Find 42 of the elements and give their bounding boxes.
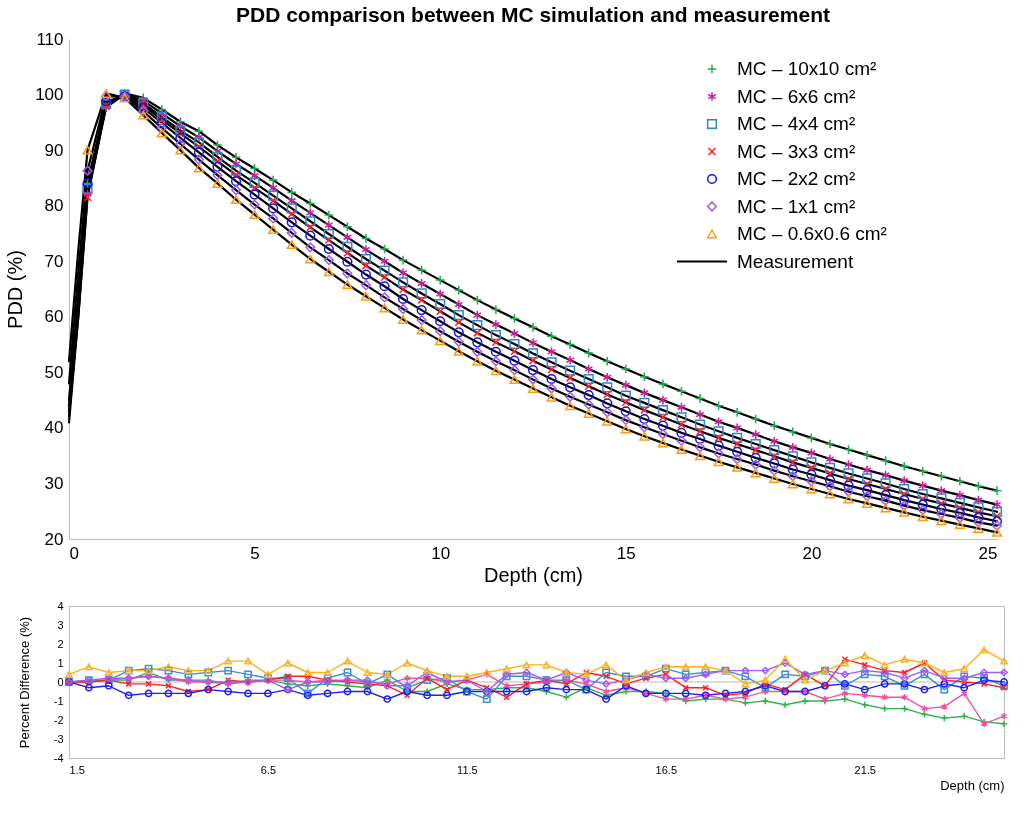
- legend-label: MC – 4x4 cm²: [737, 113, 856, 134]
- legend-label: Measurement: [737, 250, 854, 272]
- y-tick-label: 70: [44, 251, 64, 271]
- y-tick-label: 4: [57, 599, 64, 612]
- legend-label: MC – 0.6x0.6 cm²: [737, 223, 887, 244]
- x-axis-title: Depth (cm): [940, 777, 1005, 793]
- x-tick-label: 11.5: [457, 763, 478, 776]
- y-tick-label: 60: [44, 307, 64, 327]
- legend-label: MC – 6x6 cm²: [737, 85, 856, 107]
- x-tick-label: 6.5: [260, 763, 277, 776]
- y-tick-label: 20: [44, 529, 64, 549]
- y-tick-label: 40: [44, 418, 64, 438]
- x-tick-label: 1.5: [69, 763, 85, 776]
- y-tick-label: 80: [44, 196, 64, 216]
- y-axis-title: PDD (%): [3, 250, 26, 329]
- y-tick-label: -2: [53, 713, 64, 726]
- x-tick-label: 20: [802, 543, 822, 563]
- legend-label: MC – 10x10 cm²: [737, 58, 877, 79]
- x-tick-label: 15: [616, 543, 636, 563]
- y-tick-label: 110: [36, 29, 64, 49]
- y-tick-label: 30: [44, 473, 64, 493]
- y-tick-label: 2: [57, 637, 64, 650]
- legend-label: MC – 1x1 cm²: [737, 195, 856, 217]
- y-tick-label: -3: [53, 732, 64, 745]
- y-tick-label: -4: [53, 751, 64, 764]
- chart-title: PDD comparison between MC simulation and measurement: [236, 3, 830, 26]
- legend-label: MC – 3x3 cm²: [737, 140, 856, 162]
- y-axis-title: Percent Difference (%): [16, 616, 32, 749]
- y-tick-label: 3: [57, 618, 64, 631]
- x-tick-label: 10: [431, 543, 451, 563]
- x-tick-label: 25: [978, 543, 998, 563]
- legend-label: MC – 2x2 cm²: [737, 168, 856, 189]
- y-tick-label: 0: [57, 675, 64, 688]
- y-tick-label: 50: [44, 362, 64, 382]
- y-tick-label: 100: [35, 85, 64, 105]
- y-tick-label: -1: [53, 694, 64, 707]
- y-tick-label: 90: [44, 140, 64, 160]
- x-axis-title: Depth (cm): [484, 563, 583, 586]
- y-tick-label: 1: [57, 656, 64, 669]
- x-tick-label: 16.5: [655, 763, 678, 776]
- x-tick-label: 5: [250, 543, 260, 563]
- x-tick-label: 21.5: [854, 763, 876, 776]
